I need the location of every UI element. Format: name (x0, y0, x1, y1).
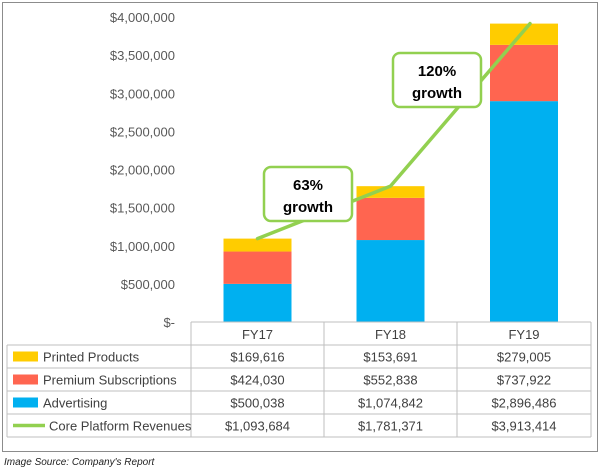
table-value-cell: $500,038 (230, 396, 284, 411)
category-label: FY17 (242, 327, 273, 342)
category-label: FY19 (508, 327, 539, 342)
bar-printed-products-fy17 (223, 238, 292, 252)
table-value-cell: $169,616 (230, 350, 284, 365)
growth-label: growth (412, 85, 462, 102)
y-tick-label: $4,000,000 (110, 10, 175, 25)
table-value-cell: $1,093,684 (225, 419, 290, 434)
table-value-cell: $737,922 (497, 373, 551, 388)
legend-series-label: Premium Subscriptions (43, 373, 177, 388)
growth-percent: 120% (418, 63, 456, 80)
table-value-cell: $552,838 (363, 373, 417, 388)
y-tick-label: $3,500,000 (110, 48, 175, 63)
bar-advertising-fy19 (490, 101, 558, 322)
table-value-cell: $2,896,486 (491, 396, 556, 411)
legend-series-label: Printed Products (43, 350, 140, 365)
bar-premium-subscriptions-fy19 (490, 44, 558, 102)
table-value-cell: $1,781,371 (358, 419, 423, 434)
bar-printed-products-fy19 (490, 23, 558, 45)
chart-frame: $- $500,000 $1,000,000 $1,500,000 $2,000,000… (2, 2, 598, 452)
growth-label: growth (283, 199, 333, 216)
bar-advertising-fy18 (356, 240, 425, 322)
y-tick-label: $2,500,000 (110, 124, 175, 139)
bar-premium-subscriptions-fy18 (356, 197, 425, 241)
bar-printed-products-fy18 (356, 186, 425, 198)
image-source-caption: Image Source: Company's Report (4, 457, 155, 468)
growth-percent: 63% (293, 177, 323, 194)
legend-series-label: Core Platform Revenues (49, 419, 192, 434)
category-label: FY18 (375, 327, 406, 342)
y-tick-label: $1,000,000 (110, 239, 175, 254)
table-value-cell: $3,913,414 (491, 419, 556, 434)
y-tick-label: $500,000 (121, 277, 175, 292)
legend-series-label: Advertising (43, 396, 107, 411)
y-tick-label: $- (163, 315, 175, 330)
y-tick-label: $1,500,000 (110, 201, 175, 216)
legend-color-key (13, 374, 38, 385)
bar-advertising-fy17 (223, 283, 292, 322)
bar-premium-subscriptions-fy17 (223, 251, 292, 284)
growth-callout-box (262, 165, 354, 223)
growth-callout-box (391, 51, 483, 109)
y-tick-label: $3,000,000 (110, 86, 175, 101)
y-tick-label: $2,000,000 (110, 163, 175, 178)
table-value-cell: $279,005 (497, 350, 551, 365)
stacked-bar-chart: $- $500,000 $1,000,000 $1,500,000 $2,000,000… (6, 10, 592, 438)
table-value-cell: $153,691 (363, 350, 417, 365)
table-value-cell: $1,074,842 (358, 396, 423, 411)
legend-color-key (13, 397, 38, 408)
table-value-cell: $424,030 (230, 373, 284, 388)
legend-color-key (13, 351, 38, 362)
